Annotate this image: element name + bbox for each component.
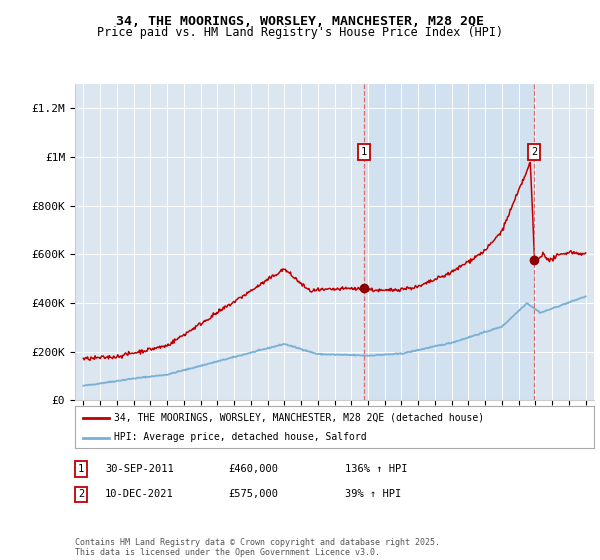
Text: 39% ↑ HPI: 39% ↑ HPI bbox=[345, 489, 401, 500]
Text: 2: 2 bbox=[531, 147, 537, 157]
Text: £575,000: £575,000 bbox=[228, 489, 278, 500]
Text: 10-DEC-2021: 10-DEC-2021 bbox=[105, 489, 174, 500]
Text: £460,000: £460,000 bbox=[228, 464, 278, 474]
Text: 2: 2 bbox=[78, 489, 84, 500]
Text: 34, THE MOORINGS, WORSLEY, MANCHESTER, M28 2QE (detached house): 34, THE MOORINGS, WORSLEY, MANCHESTER, M… bbox=[114, 413, 484, 423]
Text: HPI: Average price, detached house, Salford: HPI: Average price, detached house, Salf… bbox=[114, 432, 367, 442]
Text: 136% ↑ HPI: 136% ↑ HPI bbox=[345, 464, 407, 474]
Bar bbox=[364, 84, 534, 400]
Text: 1: 1 bbox=[361, 147, 367, 157]
Text: 1: 1 bbox=[78, 464, 84, 474]
Text: 30-SEP-2011: 30-SEP-2011 bbox=[105, 464, 174, 474]
Text: 34, THE MOORINGS, WORSLEY, MANCHESTER, M28 2QE: 34, THE MOORINGS, WORSLEY, MANCHESTER, M… bbox=[116, 15, 484, 28]
Text: Price paid vs. HM Land Registry's House Price Index (HPI): Price paid vs. HM Land Registry's House … bbox=[97, 26, 503, 39]
Text: Contains HM Land Registry data © Crown copyright and database right 2025.
This d: Contains HM Land Registry data © Crown c… bbox=[75, 538, 440, 557]
